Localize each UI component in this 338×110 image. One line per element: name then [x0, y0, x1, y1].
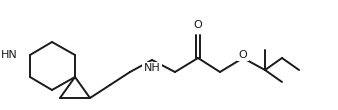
Text: O: O: [239, 50, 247, 60]
Text: HN: HN: [1, 50, 18, 60]
Text: NH: NH: [144, 63, 160, 73]
Text: O: O: [194, 20, 202, 30]
